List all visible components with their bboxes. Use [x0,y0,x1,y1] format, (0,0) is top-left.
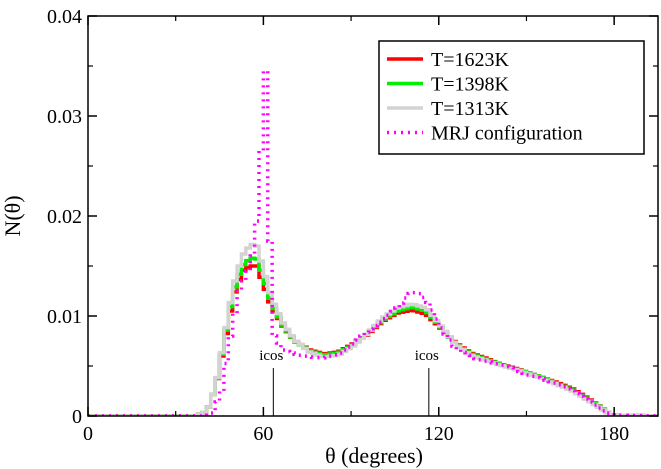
y-tick-label-4: 0.04 [47,6,82,28]
annotation-label-0: icos [259,348,283,364]
series-line-0 [88,264,658,416]
series-line-3 [88,69,658,416]
legend-label-1: T=1398K [431,74,509,96]
y-tick-label-0: 0 [72,406,82,428]
legend-label-3: MRJ configuration [431,123,583,145]
y-tick-label-1: 0.01 [47,306,82,328]
x-tick-label-1: 60 [253,423,273,445]
x-tick-label-3: 180 [599,423,629,445]
y-tick-label-2: 0.02 [47,206,82,228]
annotation-layer: icos icos [259,348,439,416]
x-axis-title: θ (degrees) [325,443,423,468]
axes-layer: 0 60 120 180 0 0.01 0.02 0.03 0.04 [47,6,659,445]
annotation-label-1: icos [415,348,439,364]
y-axis-title: N(θ) [0,195,25,236]
x-tick-label-2: 120 [424,423,454,445]
legend-label-2: T=1313K [431,98,509,120]
legend-label-0: T=1623K [431,49,509,71]
legend-box [378,40,645,155]
y-tick-label-3: 0.03 [47,106,82,128]
x-tick-label-0: 0 [83,423,93,445]
series-layer [88,69,658,416]
